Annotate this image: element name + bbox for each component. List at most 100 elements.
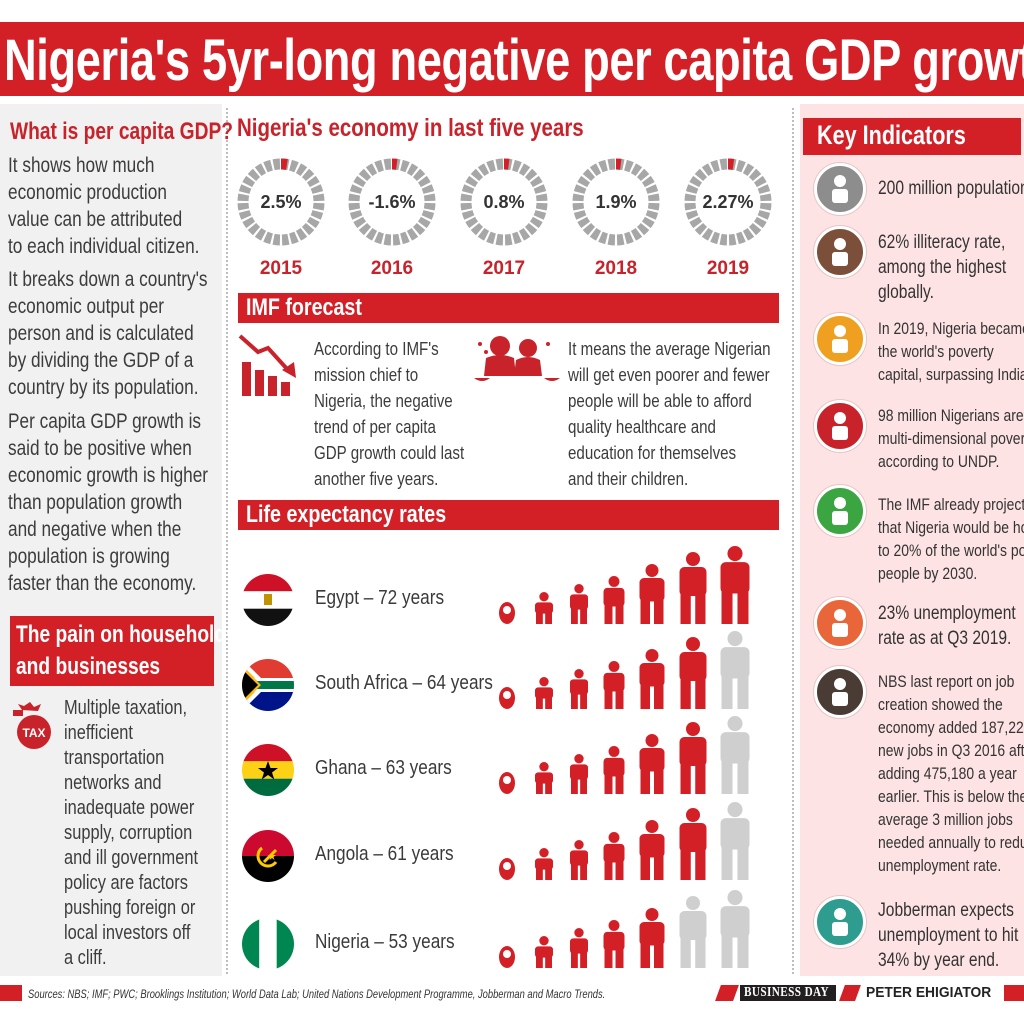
text-line: trend of per capita	[314, 417, 436, 437]
calculation-paragraph: It breaks down a country's economic outpu…	[8, 266, 213, 401]
text-line: and negative when the	[8, 518, 182, 541]
life-figure-filled	[679, 552, 707, 624]
growth-value: -1.6%	[368, 192, 416, 212]
divider	[792, 108, 794, 974]
text-line: economy added 187,226	[878, 718, 1024, 737]
text-line: 62% illiteracy rate,	[878, 232, 1006, 253]
donut-segment	[406, 163, 419, 177]
donut-segment	[728, 233, 737, 246]
donut-segment	[641, 216, 655, 229]
text-line: rate as at Q3 2019.	[878, 628, 1012, 649]
key-indicator-text: 23% unemployment rate as at Q3 2019.	[878, 601, 1016, 651]
key-indicator-text: 98 million Nigerians are in multi-dimensi…	[878, 404, 1024, 473]
donut-segment	[645, 210, 659, 220]
growth-donut-row	[237, 158, 772, 246]
tax-bag-icon: TAX	[13, 702, 51, 749]
life-figure-filled	[535, 677, 553, 709]
brand-text: BUSINESS DAY	[744, 985, 829, 1000]
text-line: to each individual citizen.	[8, 235, 200, 258]
life-expectancy-label: Ghana – 63 years	[315, 757, 452, 779]
businessday-logo: BUSINESS DAY	[740, 985, 836, 1001]
text-line: adding 475,180 a year	[878, 764, 1017, 783]
jobberman-icon	[814, 896, 866, 948]
donut-segment	[533, 210, 547, 220]
text-line: people by 2030.	[878, 564, 978, 583]
donut-segment	[689, 216, 703, 229]
donut-segment	[272, 233, 281, 246]
flag-angola-icon	[242, 830, 294, 882]
donut-segment	[312, 202, 325, 211]
donut-segment	[647, 202, 660, 211]
text-line: In 2019, Nigeria became	[878, 319, 1024, 338]
text-line: needed annually to reduce	[878, 833, 1024, 852]
donut-segment	[748, 168, 762, 182]
donut-segment	[582, 168, 596, 182]
growth-value: 2.5%	[260, 192, 302, 212]
donut-segment	[685, 210, 699, 220]
life-figure-filled	[570, 669, 588, 709]
donut-segment	[689, 175, 703, 188]
footer: Sources: NBS; IMF; PWC; Brooklings Insti…	[0, 980, 1024, 1008]
donut-segment	[349, 210, 363, 220]
donut-segment	[572, 202, 585, 211]
text-line: than population growth	[8, 491, 183, 514]
life-heading: Life expectancy rates	[246, 501, 447, 528]
text-line: people will be able to afford	[568, 391, 752, 411]
donut-segment	[301, 168, 315, 182]
poverty-capital-icon	[814, 313, 866, 365]
text-line: Multiple taxation,	[64, 697, 188, 719]
text-line: inefficient	[64, 722, 133, 744]
donut-segment	[616, 233, 625, 246]
donut-segment	[607, 158, 616, 171]
life-stage-figures	[499, 716, 750, 794]
key-indicators-heading-box: Key Indicators	[803, 118, 1021, 155]
donut-segment	[312, 193, 325, 202]
donut-segment	[529, 216, 543, 229]
donut-segment	[417, 216, 431, 229]
life-figure-empty	[720, 716, 750, 794]
donut-segment	[512, 159, 522, 173]
donut-segment	[353, 216, 367, 229]
key-indicator-text: The IMF already projects that Nigeria wou…	[878, 493, 1024, 585]
life-figure-filled	[639, 734, 665, 794]
donut-segment	[535, 193, 548, 202]
life-figure-filled	[603, 661, 625, 709]
life-figure-filled	[679, 637, 707, 709]
sources-text: Sources: NBS; IMF; PWC; Brooklings Insti…	[28, 987, 606, 1001]
donut-segment	[598, 231, 608, 245]
text-line: new jobs in Q3 2016 after	[878, 741, 1024, 760]
life-figure-filled	[535, 762, 553, 794]
text-line: economic output per	[8, 295, 165, 318]
life-figure-filled	[603, 920, 625, 968]
donut-segment	[263, 159, 273, 173]
text-line: unemployment to hit	[878, 925, 1019, 946]
donut-segment	[719, 158, 728, 171]
text-line: unemployment rate.	[878, 856, 1002, 875]
donut-segment	[694, 168, 708, 182]
donut-segment	[310, 184, 324, 194]
donut-segment	[400, 231, 410, 245]
flag-egypt-icon	[242, 574, 294, 626]
donut-segment	[701, 227, 714, 241]
donut-segment	[289, 159, 299, 173]
title-bar: Nigeria's 5yr-long negative per capita G…	[0, 22, 1024, 96]
author-name: PETER EHIGIATOR	[866, 984, 992, 1001]
life-figure-empty	[720, 631, 750, 709]
donut-segment	[465, 216, 479, 229]
text-line: 34% by year end.	[878, 950, 1000, 971]
donut-segment	[421, 184, 435, 194]
imf-heading: IMF forecast	[246, 294, 362, 321]
donut-segment	[495, 233, 504, 246]
life-stage-figures	[499, 546, 750, 624]
donut-segment	[470, 222, 484, 236]
donut-segment	[736, 159, 746, 173]
life-stage-figures	[499, 631, 750, 709]
life-figure-filled	[679, 722, 707, 794]
donut-segment	[486, 231, 496, 245]
donut-segment	[365, 163, 378, 177]
life-figure-filled	[499, 687, 515, 709]
growth-year: 2015	[259, 258, 303, 279]
donut-segment	[573, 210, 587, 220]
text-line: According to IMF's	[314, 339, 439, 359]
donut-segment	[524, 222, 538, 236]
